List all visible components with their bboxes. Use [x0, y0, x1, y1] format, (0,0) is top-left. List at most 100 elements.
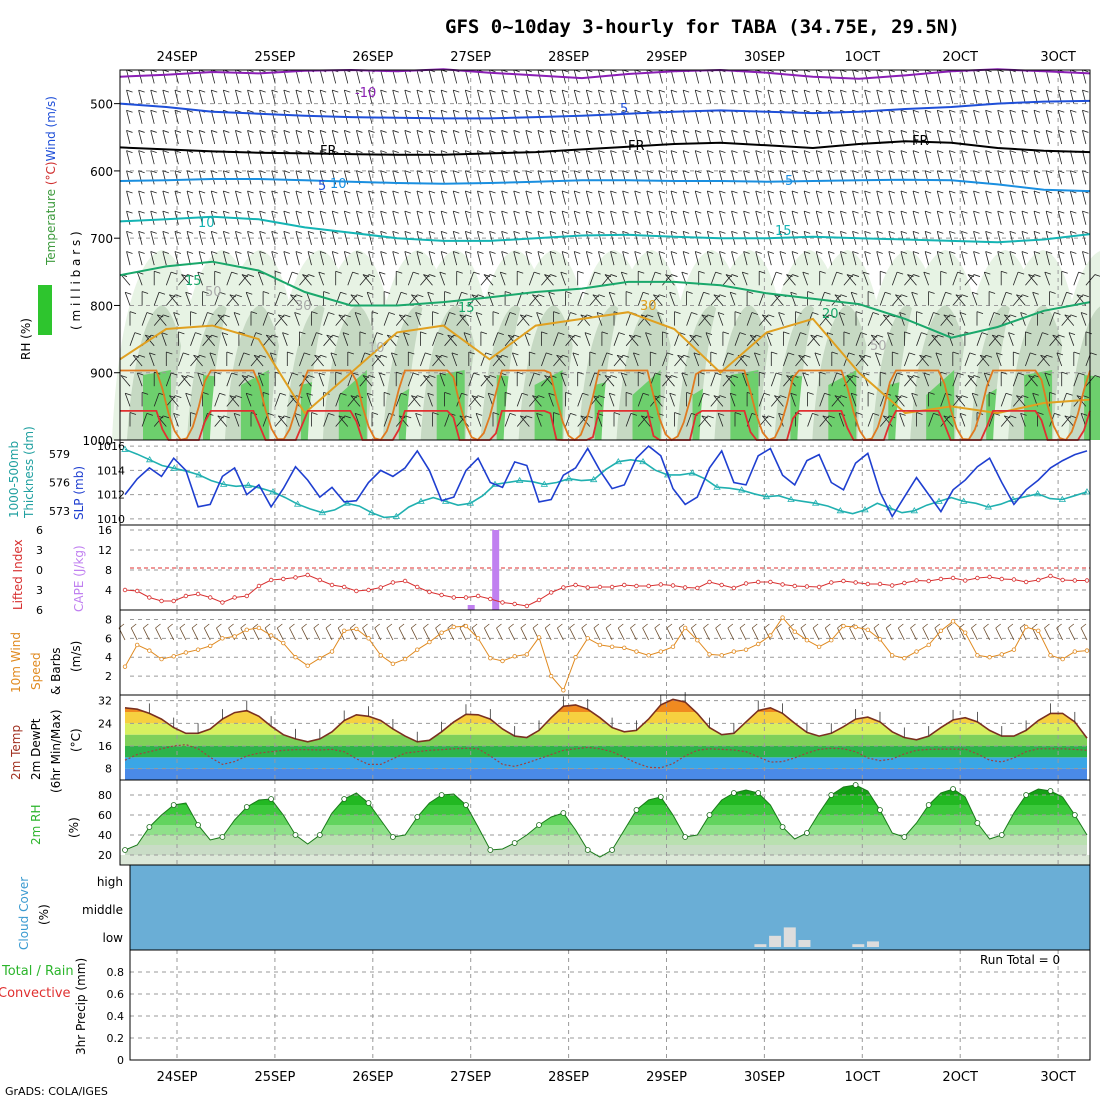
barb-10m-flag [544, 623, 551, 629]
wind-speed-point [549, 673, 554, 679]
wind-barb [516, 393, 523, 407]
wind-barb [210, 211, 216, 225]
wind-barb-flag [187, 274, 194, 277]
wind-barb [622, 130, 627, 145]
wind-barb [271, 170, 276, 185]
wind-tick-label: 4 [105, 651, 112, 664]
wind-barb-flag [792, 274, 799, 277]
wind-barb [126, 211, 131, 225]
wind-barb-flag [459, 314, 466, 318]
wind-barb [404, 89, 409, 104]
wind-barb [674, 332, 680, 346]
wind-barb-flag [1070, 314, 1077, 318]
wind-barb [1044, 372, 1050, 387]
wind-barb-flag [574, 150, 581, 153]
barb-10m-flag [898, 623, 904, 629]
wind-barb [686, 413, 692, 427]
wind-barb [831, 271, 837, 286]
wind-barb-flag [223, 89, 230, 93]
wind-barb-flag [993, 312, 1001, 315]
wind-barb-flag [320, 354, 327, 358]
wind-barb [162, 150, 167, 165]
top-day-label: 25SEP [254, 50, 295, 65]
wind-barb [637, 393, 644, 407]
wind-barb-flag [743, 230, 750, 234]
wind-barb-flag [271, 89, 278, 93]
wind-barb-flag [912, 230, 920, 234]
thickness-tick-label: 576 [49, 477, 70, 490]
wind-barb [549, 130, 554, 145]
barb-10m-flag [605, 623, 612, 629]
wind-barb-flag [795, 311, 802, 315]
wind-barb [150, 69, 155, 84]
wind-barb [428, 211, 433, 225]
wind-barb-flag [295, 170, 303, 174]
wind-barb [395, 393, 402, 407]
wind-barb-flag [488, 291, 495, 295]
wind-barb-flag [683, 230, 690, 234]
wind-barb [210, 130, 216, 145]
barb-10m-flag [423, 623, 429, 629]
wind-barb [253, 355, 264, 367]
wind-barb-flag [610, 230, 617, 234]
wind-barb-flag [992, 334, 999, 338]
wind-barb [561, 150, 566, 165]
wind-barb-flag [598, 294, 605, 298]
wind-barb [235, 89, 240, 104]
wind-barb-flag [307, 150, 315, 153]
wind-barb [138, 251, 143, 266]
wind-barb-flag [404, 251, 411, 254]
barb-10m-flag [678, 623, 685, 629]
wind-barb-flag [959, 312, 967, 315]
wind-barb-flag [779, 230, 787, 234]
barb-10m-flag [764, 623, 770, 629]
wind-barb-flag [899, 413, 906, 416]
wind-barb [596, 312, 603, 326]
wind-barb-flag [606, 352, 613, 356]
wind-barb-flag [625, 291, 633, 294]
wind-barb-flag [840, 170, 847, 174]
wind-barb-flag [812, 312, 819, 315]
wind-barb [138, 130, 143, 145]
wind-barb [1061, 393, 1067, 407]
wind-barb-flag [895, 294, 902, 298]
wind-barb [840, 170, 845, 185]
wind-barb-flag [985, 251, 992, 254]
wind-barb-flag [800, 332, 807, 336]
wind-barb-flag [1016, 294, 1023, 298]
wind-barb [294, 413, 300, 427]
wind-speed-point [402, 656, 408, 662]
wind-barb [489, 110, 494, 124]
wind-speed-point [841, 623, 846, 629]
wind-barb [217, 314, 228, 326]
barb-10m-flag [203, 623, 210, 629]
wind-barb-flag [791, 150, 799, 153]
wind-barb-flag [783, 331, 790, 335]
barb-10m-flag [1032, 623, 1038, 629]
wind-barb [440, 211, 445, 225]
wind-barb [319, 69, 324, 84]
wind-barb [283, 130, 288, 145]
wind-barb-flag [852, 210, 859, 214]
wind-barb [525, 190, 530, 205]
wind-barb-flag [767, 130, 774, 133]
wind-barb-flag [465, 314, 472, 318]
wind-barb-flag [937, 150, 944, 153]
wind-barb [561, 190, 566, 205]
wind-barb-flag [598, 210, 605, 214]
wind-barb [464, 150, 470, 165]
wind-barb-flag [362, 375, 370, 378]
rh-point [1023, 792, 1030, 798]
wind-barb-flag [601, 331, 609, 335]
wind-barb-flag [933, 312, 940, 315]
wind-barb-flag [538, 294, 545, 298]
wind-speed-point [208, 643, 213, 649]
wind-barb [625, 312, 632, 326]
top-day-label: 29SEP [646, 50, 687, 65]
wind-barb-flag [804, 130, 811, 133]
wind-barb-flag [816, 190, 823, 194]
wind-barb-flag [562, 230, 569, 234]
wind-barb-flag [318, 372, 325, 376]
wind-barb [802, 372, 808, 387]
